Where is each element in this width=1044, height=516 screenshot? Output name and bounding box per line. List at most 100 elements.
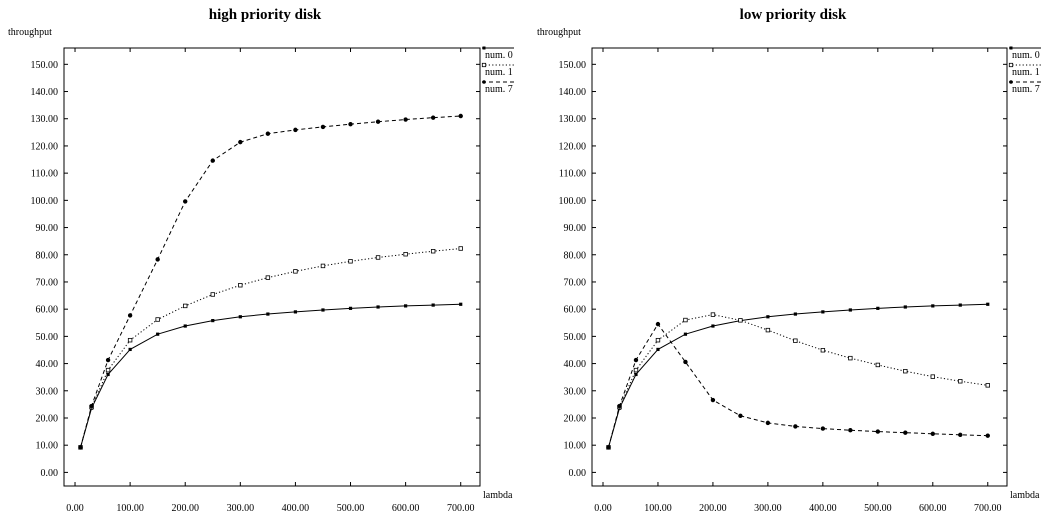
data-point: [655, 321, 661, 327]
y-tick-label: 10.00: [36, 441, 59, 452]
data-point: [459, 302, 463, 306]
y-tick-label: 70.00: [36, 277, 59, 288]
data-point: [183, 303, 188, 309]
data-point: [376, 305, 380, 309]
data-point: [348, 306, 353, 310]
data-point: [348, 259, 353, 264]
y-tick-label: 150.00: [559, 60, 587, 71]
chart-panel-1: low priority disk throughput lambda 0.00 10.…: [537, 7, 1041, 514]
data-point: [848, 355, 853, 361]
data-point: [958, 303, 962, 307]
x-tick-label: 400.00: [809, 503, 837, 514]
data-point: [634, 372, 638, 377]
y-tick-label: 140.00: [31, 87, 59, 98]
data-point: [848, 428, 853, 433]
series-line-num-7: [608, 323, 988, 448]
data-point: [238, 283, 243, 288]
y-tick-label: 110.00: [559, 169, 586, 180]
y-tick-label: 80.00: [36, 250, 59, 261]
chart-title: high priority disk: [209, 7, 322, 23]
data-point: [985, 433, 990, 438]
legend-marker: [481, 62, 487, 68]
legend-label: num. 7: [1012, 84, 1040, 95]
data-point: [106, 372, 110, 377]
data-point: [655, 337, 661, 343]
y-tick-label: 30.00: [564, 386, 587, 397]
data-point: [821, 310, 825, 314]
x-tick-label: 700.00: [974, 503, 1002, 514]
data-point: [127, 313, 133, 318]
y-tick-label: 50.00: [564, 332, 587, 343]
data-point: [348, 121, 353, 127]
data-point: [875, 362, 881, 368]
y-tick-label: 50.00: [36, 332, 59, 343]
data-point: [848, 308, 852, 312]
data-point: [210, 158, 215, 163]
legend-marker: [1009, 80, 1013, 84]
y-tick-label: 150.00: [31, 60, 59, 71]
data-point: [683, 359, 688, 365]
data-point: [738, 318, 743, 323]
data-point: [958, 432, 963, 438]
y-tick-label: 60.00: [564, 305, 587, 316]
data-point: [127, 337, 133, 343]
data-point: [820, 426, 826, 431]
data-point: [430, 249, 436, 254]
data-point: [105, 357, 111, 363]
chart-panel-0: high priority disk throughput lambda 0.00 10…: [8, 7, 514, 514]
data-point: [930, 431, 935, 436]
legend-label: num. 7: [485, 84, 513, 95]
data-point: [155, 317, 160, 322]
series-line-num-0: [608, 303, 988, 448]
legend-label: num. 1: [1012, 67, 1040, 78]
series-line-num-1: [80, 248, 461, 448]
data-point: [210, 292, 215, 297]
data-point: [403, 252, 408, 257]
data-point: [738, 413, 743, 419]
y-tick-label: 130.00: [31, 114, 59, 125]
y-tick-label: 0.00: [41, 468, 59, 479]
x-tick-label: 500.00: [864, 503, 892, 514]
legend-marker: [1008, 62, 1014, 68]
data-point: [293, 310, 298, 314]
x-tick-label: 500.00: [337, 503, 365, 514]
data-point: [931, 304, 935, 308]
x-tick-label: 200.00: [171, 503, 199, 514]
y-axis-label: throughput: [8, 27, 52, 38]
data-point: [958, 379, 963, 384]
x-tick-label: 0.00: [594, 503, 612, 514]
data-point: [820, 348, 826, 353]
x-tick-label: 400.00: [282, 503, 310, 514]
data-point: [656, 347, 660, 352]
data-point: [238, 315, 242, 319]
data-point: [320, 124, 326, 130]
data-point: [293, 127, 298, 133]
y-tick-label: 20.00: [564, 413, 587, 424]
data-point: [765, 420, 771, 426]
y-tick-label: 120.00: [31, 141, 59, 152]
x-tick-label: 100.00: [116, 503, 144, 514]
x-tick-label: 600.00: [919, 503, 947, 514]
data-point: [128, 347, 132, 352]
data-point: [876, 306, 880, 310]
series-line-num-7: [80, 115, 461, 448]
data-point: [89, 403, 94, 409]
data-point: [375, 119, 381, 124]
data-point: [155, 257, 160, 262]
data-point: [431, 303, 435, 307]
y-tick-label: 80.00: [564, 250, 587, 261]
data-point: [320, 263, 326, 269]
y-axis-label: throughput: [537, 27, 581, 38]
data-point: [985, 383, 990, 388]
legend-label: num. 1: [485, 67, 513, 78]
y-tick-label: 90.00: [564, 223, 587, 234]
y-tick-label: 40.00: [36, 359, 59, 370]
series-line-num-1: [608, 314, 988, 448]
series-line-num-0: [80, 303, 461, 448]
y-tick-label: 100.00: [559, 196, 587, 207]
data-point: [606, 445, 611, 450]
legend-marker: [482, 46, 486, 50]
data-point: [321, 308, 325, 312]
x-tick-label: 200.00: [699, 503, 727, 514]
y-tick-label: 60.00: [36, 305, 59, 316]
